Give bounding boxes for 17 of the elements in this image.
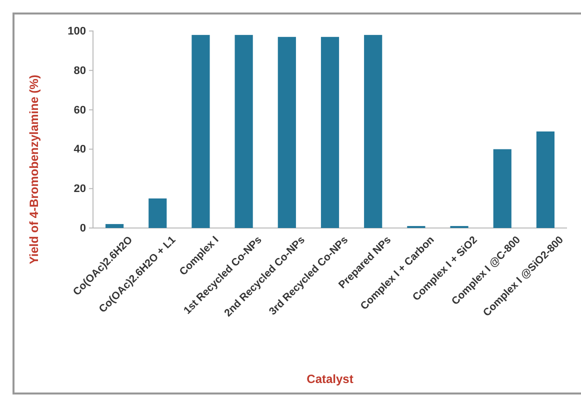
bar — [148, 198, 167, 228]
y-axis-title: Yield of 4-Bromobenzylamine (%) — [27, 74, 41, 264]
bar — [320, 36, 340, 228]
x-axis-title: Catalyst — [306, 372, 354, 386]
bar — [493, 149, 512, 228]
bar — [364, 34, 382, 228]
bar — [278, 36, 296, 228]
bar — [234, 34, 253, 228]
bar — [192, 34, 210, 228]
y-tick-label: 0 — [80, 222, 86, 235]
bar — [536, 131, 555, 228]
y-tick-label: 20 — [74, 183, 86, 196]
bar — [105, 224, 124, 228]
y-tick-label: 40 — [74, 144, 86, 156]
y-tick-label: 60 — [74, 104, 86, 116]
y-tick-label: 100 — [68, 26, 86, 38]
y-tick-label: 80 — [74, 64, 86, 77]
